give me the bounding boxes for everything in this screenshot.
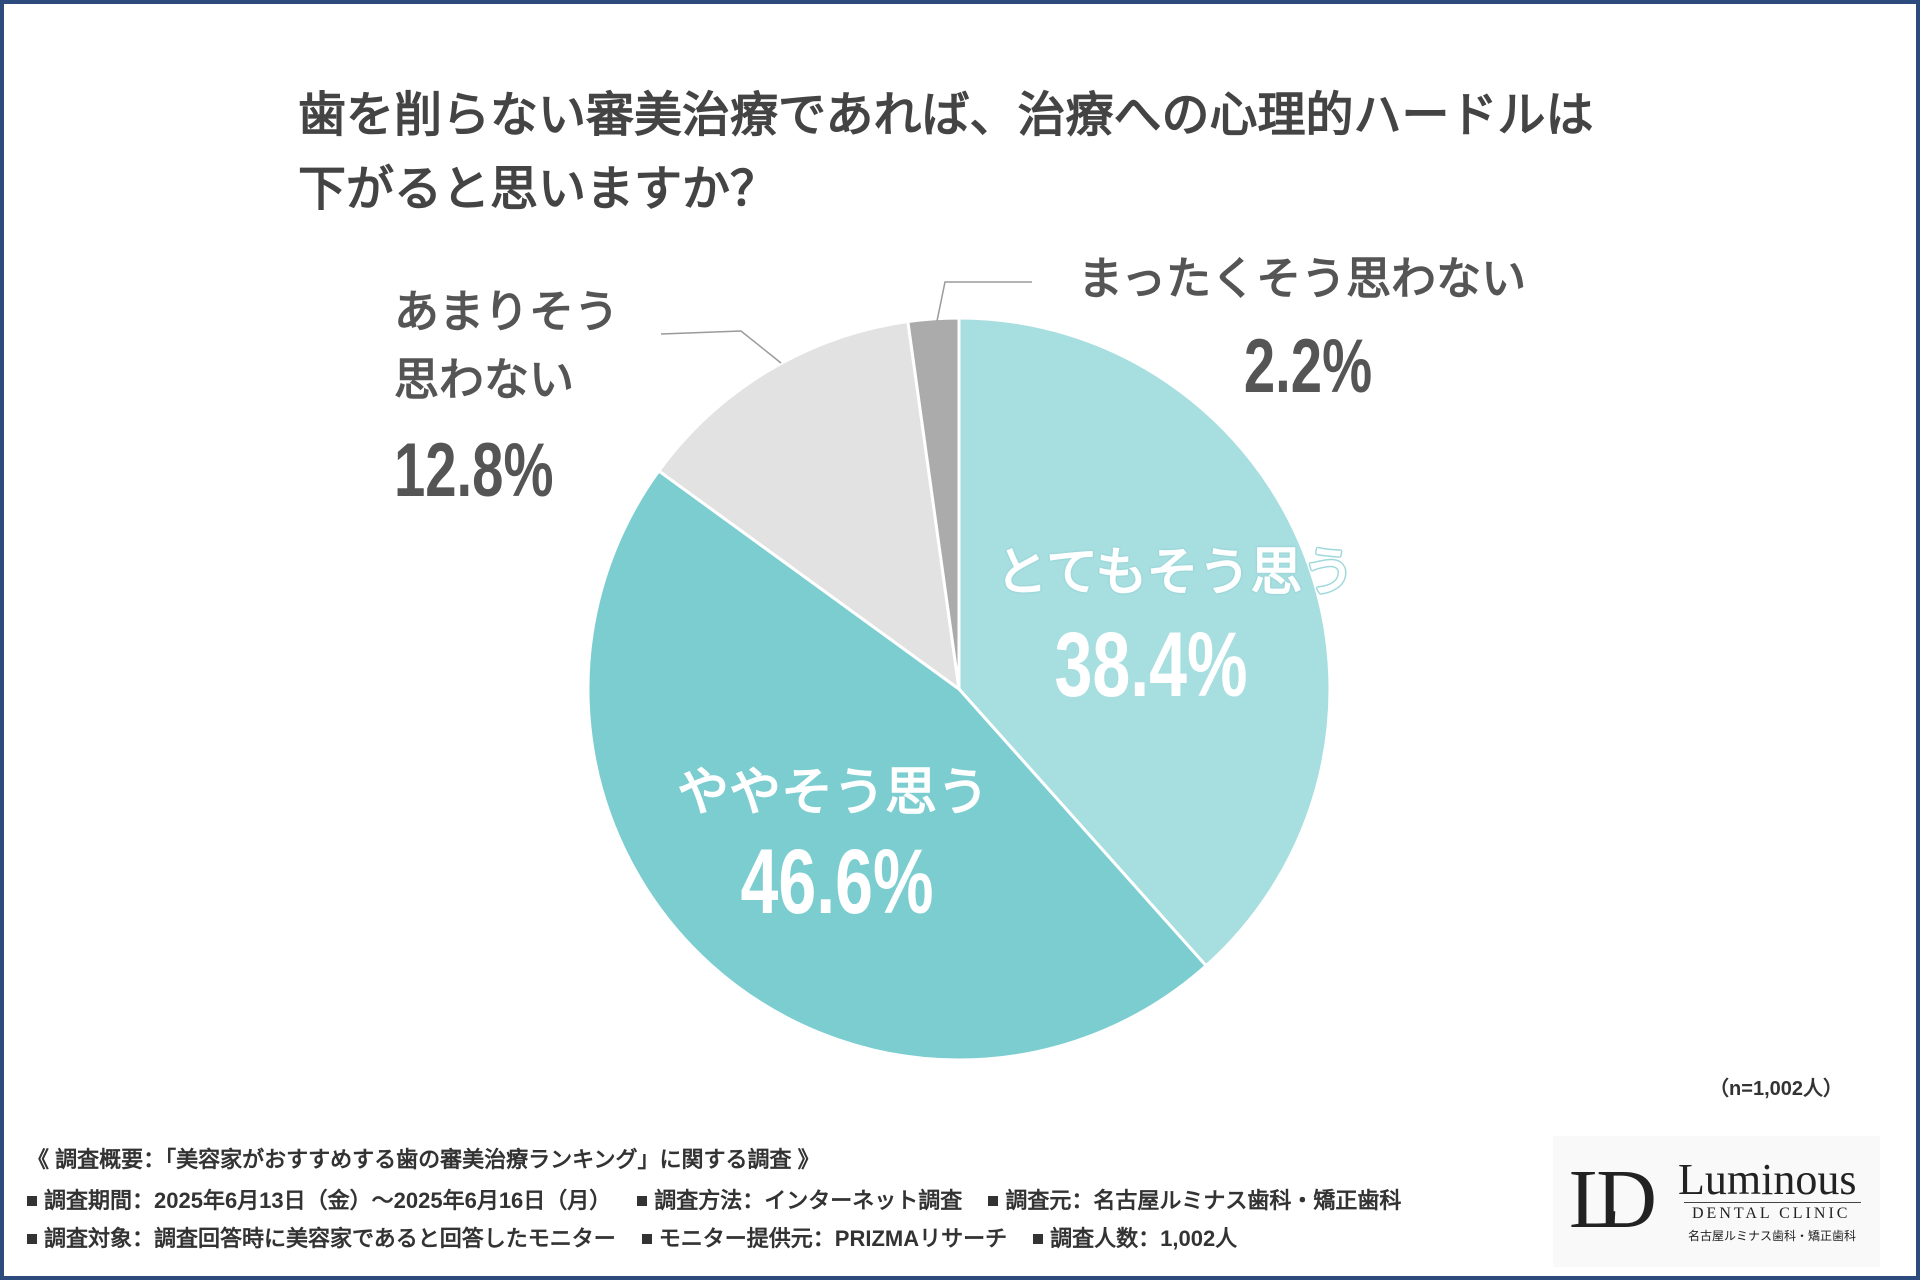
survey-item-text: 調査人数：1,002人 — [1050, 1226, 1238, 1251]
survey-item-provider: モニター提供元：PRIZMAリサーチ — [641, 1225, 1008, 1253]
slice-label-strongly-agree: とてもそう思う — [995, 543, 1355, 602]
logo-divider — [1684, 1202, 1861, 1203]
bullet-square-icon — [27, 1234, 37, 1244]
survey-item-period: 調査期間：2025年6月13日（金）～2025年6月16日（月） — [27, 1187, 611, 1215]
survey-item-source: 調査元：名古屋ルミナス歯科・矯正歯科 — [988, 1187, 1401, 1215]
bullet-square-icon — [27, 1196, 37, 1206]
bullet-square-icon — [641, 1234, 652, 1244]
slice-label-not-at-all: まったくそう思わない — [1077, 253, 1527, 304]
survey-item-text: モニター提供元：PRIZMAリサーチ — [658, 1226, 1008, 1251]
survey-item-target: 調査対象：調査回答時に美容家であると回答したモニター — [27, 1225, 616, 1253]
bullet-square-icon — [988, 1196, 999, 1206]
survey-item-text: 調査期間：2025年6月13日（金）～2025年6月16日（月） — [44, 1188, 612, 1213]
logo-tagline: 名古屋ルミナス歯科・矯正歯科 — [1688, 1229, 1857, 1243]
slice-value-not-really: 12.8% — [394, 428, 554, 513]
slice-label-somewhat-agree: ややそう思う — [676, 763, 990, 822]
slice-value-not-at-all: 2.2% — [1243, 324, 1373, 409]
slice-value-somewhat-agree: 46.6% — [740, 831, 934, 933]
pie-slice-not-at-all — [906, 316, 961, 691]
slice-value-strongly-agree: 38.4% — [1054, 614, 1248, 716]
pie-slice-somewhat-agree — [586, 469, 1208, 1062]
survey-item-text: 調査元：名古屋ルミナス歯科・矯正歯科 — [1005, 1188, 1402, 1213]
pie-slice-not-really — [657, 320, 961, 691]
leader-line-not-at-all — [936, 281, 1032, 322]
survey-item-count: 調査人数：1,002人 — [1033, 1225, 1237, 1253]
survey-row: 調査期間：2025年6月13日（金）～2025年6月16日（月） 調査方法：イン… — [27, 1187, 1401, 1215]
sample-size-note: （n=1,002人） — [1709, 1078, 1843, 1100]
leader-line-not-really — [660, 330, 782, 364]
slice-label-not-really: あまりそう 思わない — [394, 286, 620, 405]
clinic-logo: LD Luminous DENTAL CLINIC 名古屋ルミナス歯科・矯正歯科 — [1553, 1136, 1880, 1267]
logo-name: Luminous — [1678, 1155, 1857, 1204]
survey-item-method: 調査方法：インターネット調査 — [637, 1187, 962, 1215]
bullet-square-icon — [637, 1196, 648, 1206]
bullet-square-icon — [1033, 1234, 1044, 1244]
chart-title: 歯を削らない審美治療であれば、治療への心理的ハードルは 下がると思いますか？ — [298, 89, 1594, 216]
pie-slice-strongly-agree — [957, 316, 1332, 968]
survey-item-text: 調査方法：インターネット調査 — [654, 1188, 963, 1213]
survey-row: 調査対象：調査回答時に美容家であると回答したモニター モニター提供元：PRIZM… — [27, 1225, 1237, 1253]
logo-subtitle: DENTAL CLINIC — [1692, 1205, 1851, 1222]
pie-slices — [586, 316, 1332, 1062]
survey-heading: 《 調査概要：「美容家がおすすめする歯の審美治療ランキング」に関する調査 》 — [27, 1147, 820, 1172]
logo-monogram: LD — [1569, 1153, 1657, 1246]
survey-item-text: 調査対象：調査回答時に美容家であると回答したモニター — [44, 1226, 616, 1251]
